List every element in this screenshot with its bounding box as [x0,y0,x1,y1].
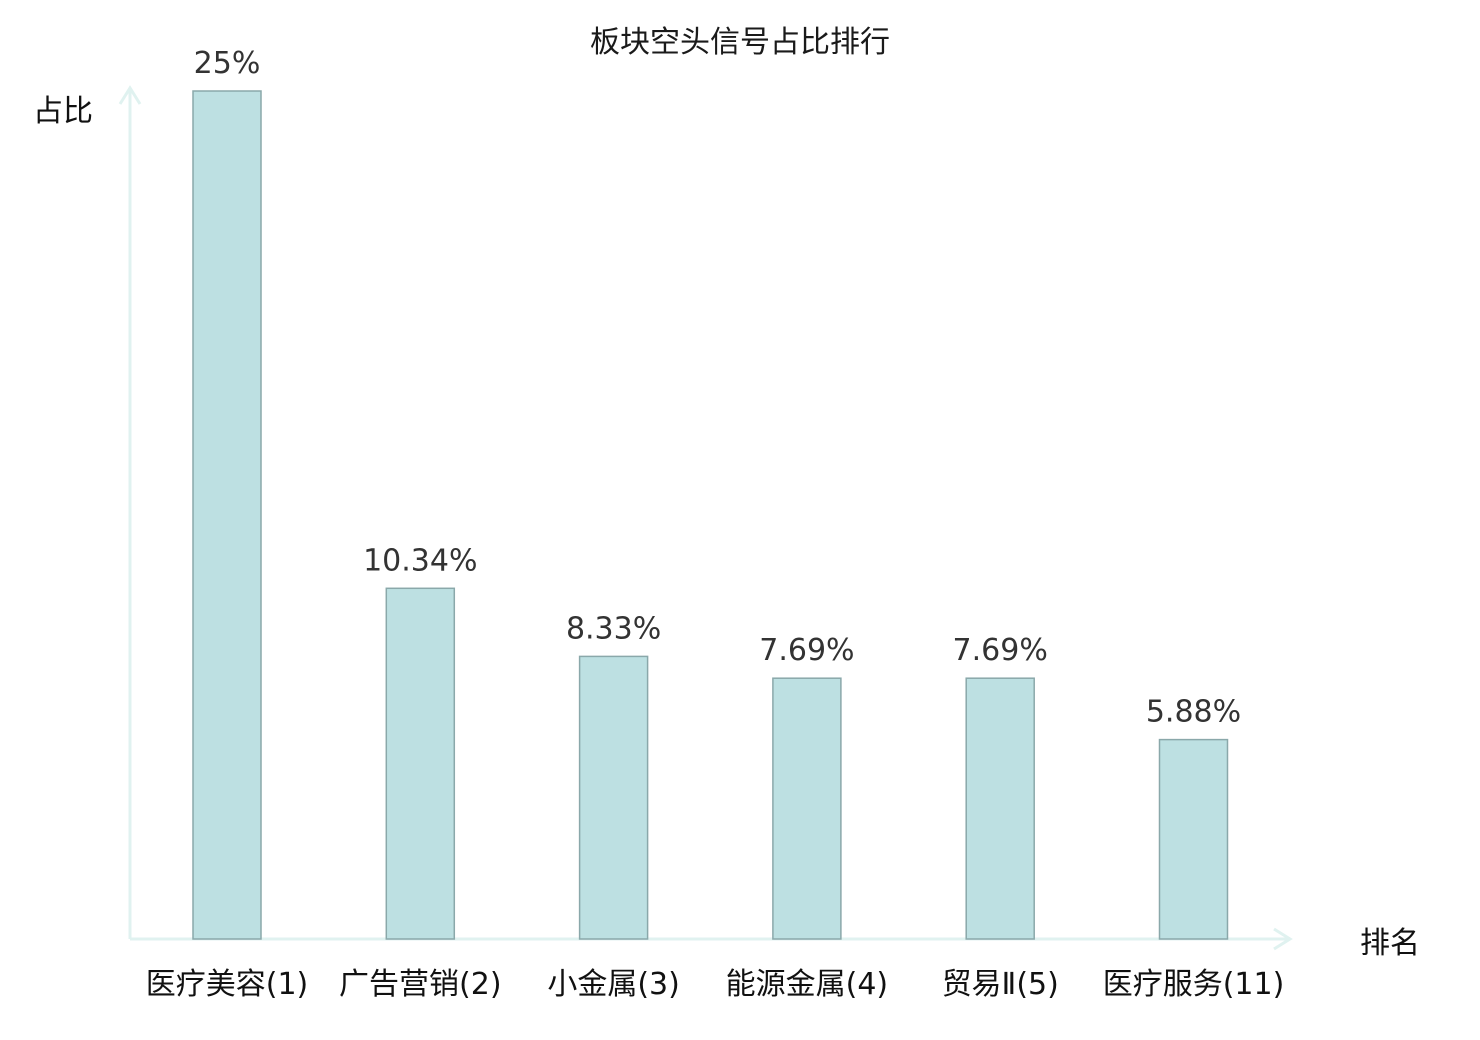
bars-group [192,90,1229,940]
category-tick-label: 广告营销(2) [339,967,502,1002]
bar-value-label: 5.88% [1146,695,1241,730]
axes [118,85,1293,951]
category-tick-label: 医疗美容(1) [146,967,309,1002]
bar [772,677,842,940]
value-labels-group: 25% 10.34% 8.33% 7.69% 7.69% 5.88% [194,46,1242,730]
category-tick-label: 贸易Ⅱ(5) [942,967,1059,1002]
bar-value-label: 10.34% [363,543,477,578]
category-tick-label: 医疗服务(11) [1103,967,1285,1002]
bar-value-label: 8.33% [566,611,661,646]
bar-value-label: 25% [194,46,261,81]
y-axis-label: 占比 [33,94,93,129]
bar [965,677,1035,940]
x-axis-arrow [1273,927,1293,951]
bar [385,587,456,940]
category-tick-label: 小金属(3) [547,967,680,1002]
y-axis-arrow [118,85,142,105]
bar [192,90,262,940]
category-labels-group: 医疗美容(1) 广告营销(2) 小金属(3) 能源金属(4) 贸易Ⅱ(5) 医疗服务(11… [146,967,1285,1002]
bar-value-label: 7.69% [953,633,1048,668]
bar [578,655,649,940]
chart-title: 板块空头信号占比排行 [590,25,890,60]
category-tick-label: 能源金属(4) [726,967,889,1002]
bar-value-label: 7.69% [759,633,854,668]
x-axis-label: 排名 [1360,926,1420,961]
bar [1158,738,1229,940]
